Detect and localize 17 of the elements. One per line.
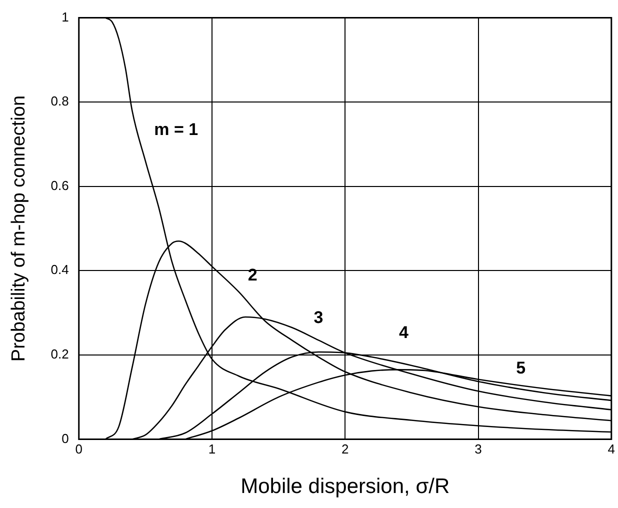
y-tick-label: 0.6 xyxy=(50,178,69,193)
series-label: 3 xyxy=(314,308,324,327)
y-tick-label: 1 xyxy=(62,9,69,24)
series-label: m = 1 xyxy=(154,120,198,140)
y-tick-label: 0 xyxy=(62,430,69,446)
series-label: 5 xyxy=(516,358,526,378)
y-tick-label: 0.4 xyxy=(50,262,69,278)
y-axis-title: Probability of m-hop connection xyxy=(8,95,30,362)
x-tick-label: 0 xyxy=(75,442,82,457)
series-label: 4 xyxy=(398,323,409,342)
x-tick-label: 2 xyxy=(342,442,349,457)
y-tick-label: 0.2 xyxy=(50,346,69,362)
x-tick-label: 3 xyxy=(474,442,482,457)
x-tick-label: 4 xyxy=(608,442,615,457)
y-tick-label: 0.8 xyxy=(50,94,69,109)
x-axis-title: Mobile dispersion, σ/R xyxy=(240,475,450,498)
x-tick-label: 1 xyxy=(208,442,216,457)
